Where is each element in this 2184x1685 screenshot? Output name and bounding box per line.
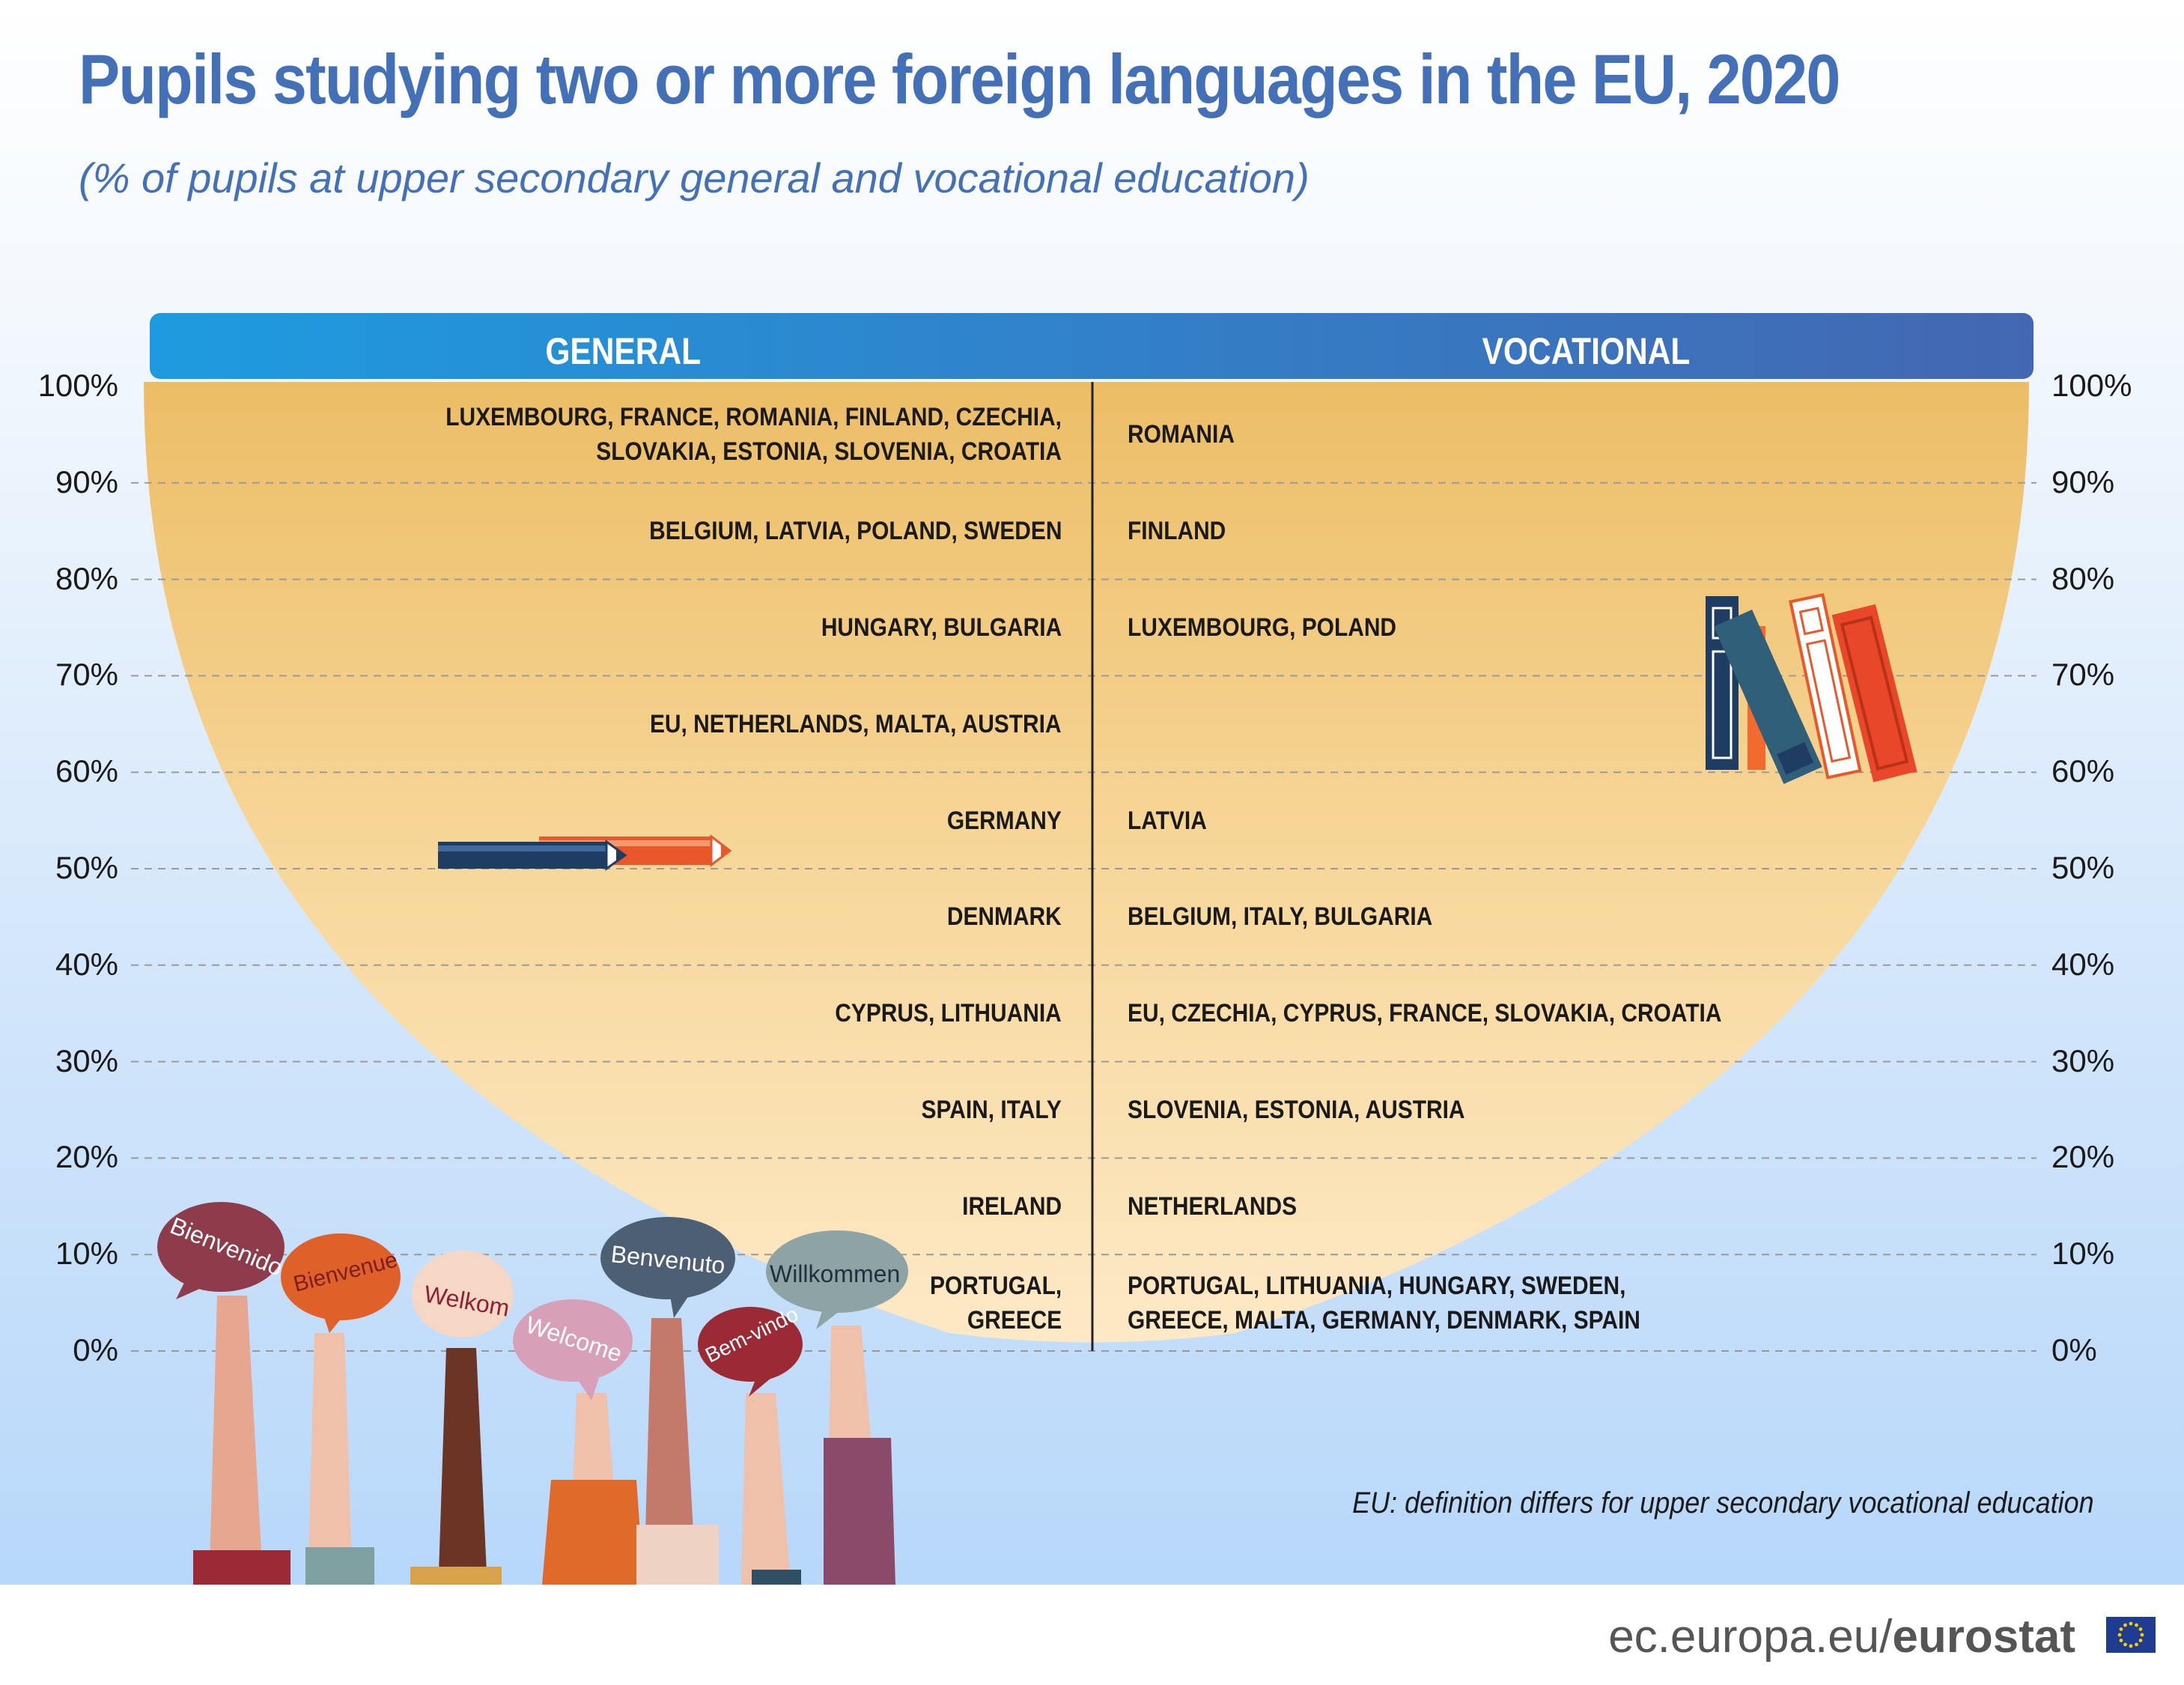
y-tick-label-right: 20% — [2051, 1139, 2115, 1175]
general-countries: IRELAND — [962, 1189, 1062, 1224]
y-tick-label-right: 70% — [2051, 657, 2115, 693]
general-countries-line: DENMARK — [947, 902, 1062, 932]
vocational-countries-line: BELGIUM, ITALY, BULGARIA — [1128, 902, 1433, 932]
general-countries: EU, NETHERLANDS, MALTA, AUSTRIA — [650, 707, 1062, 741]
vocational-countries-line: PORTUGAL, LITHUANIA, HUNGARY, SWEDEN, — [1128, 1271, 1626, 1300]
eurostat-logo-text: eurostat — [1892, 1611, 2075, 1663]
vocational-countries: NETHERLANDS — [1128, 1189, 1297, 1224]
general-countries: PORTUGAL, GREECE — [930, 1269, 1062, 1338]
y-tick-label-right: 10% — [2051, 1236, 2115, 1272]
vocational-countries-line: FINLAND — [1128, 517, 1226, 546]
general-countries: BELGIUM, LATVIA, POLAND, SWEDEN — [649, 514, 1062, 548]
source-domain: ec.europa.eu/ — [1608, 1611, 1893, 1663]
chart-title: Pupils studying two or more foreign lang… — [79, 40, 1840, 118]
footnote: EU: definition differs for upper seconda… — [1352, 1487, 2094, 1519]
y-tick-label-right: 100% — [2051, 368, 2132, 403]
chart-subtitle: (% of pupils at upper secondary general … — [79, 154, 1310, 201]
column-header-bar — [150, 313, 2034, 379]
vocational-countries-line: LATVIA — [1128, 806, 1207, 835]
general-countries-line: IRELAND — [962, 1191, 1062, 1221]
vocational-countries: LUXEMBOURG, POLAND — [1128, 610, 1396, 645]
vocational-countries: ROMANIA — [1128, 417, 1235, 452]
general-countries-line: LUXEMBOURG, FRANCE, ROMANIA, FINLAND, CZ… — [445, 403, 1062, 432]
y-tick-label-left: 40% — [55, 946, 118, 982]
y-tick-label-right: 60% — [2051, 753, 2115, 789]
general-countries-line: SPAIN, ITALY — [921, 1096, 1062, 1124]
general-countries-line: BELGIUM, LATVIA, POLAND, SWEDEN — [648, 517, 1062, 546]
general-countries-line: CYPRUS, LITHUANIA — [835, 999, 1062, 1028]
vocational-countries: BELGIUM, ITALY, BULGARIA — [1128, 899, 1432, 934]
general-countries: SPAIN, ITALY — [922, 1093, 1062, 1127]
general-countries-line: EU, NETHERLANDS, MALTA, AUSTRIA — [650, 709, 1062, 738]
general-countries: HUNGARY, BULGARIA — [821, 610, 1062, 645]
vocational-countries-line: GREECE, MALTA, GERMANY, DENMARK, SPAIN — [1128, 1305, 1640, 1335]
general-countries-line: HUNGARY, BULGARIA — [821, 613, 1062, 642]
bowl-shape — [144, 382, 2029, 1343]
y-tick-label-right: 0% — [2051, 1332, 2097, 1367]
y-tick-label-right: 80% — [2051, 560, 2115, 596]
y-tick-label-right: 30% — [2051, 1042, 2115, 1078]
column-header-vocational: VOCATIONAL — [1482, 330, 1691, 372]
column-header-general: GENERAL — [545, 330, 702, 372]
general-countries-line: SLOVAKIA, ESTONIA, SLOVENIA, CROATIA — [596, 437, 1062, 467]
general-countries-line: PORTUGAL, — [929, 1271, 1062, 1300]
vocational-countries-line: EU, CZECHIA, CYPRUS, FRANCE, SLOVAKIA, C… — [1128, 999, 1722, 1028]
y-tick-label-left: 100% — [37, 368, 118, 403]
y-tick-label-left: 20% — [55, 1139, 118, 1175]
y-tick-label-left: 50% — [55, 850, 118, 885]
y-tick-label-left: 70% — [55, 657, 118, 693]
general-countries: GERMANY — [947, 804, 1062, 838]
footer-bar — [0, 1585, 2184, 1685]
vocational-countries: LATVIA — [1128, 804, 1207, 838]
vocational-countries: PORTUGAL, LITHUANIA, HUNGARY, SWEDEN, GRE… — [1128, 1269, 1640, 1338]
general-countries-line: GERMANY — [947, 806, 1062, 835]
y-tick-label-left: 10% — [55, 1236, 118, 1272]
y-tick-label-left: 30% — [55, 1042, 118, 1078]
vocational-countries: EU, CZECHIA, CYPRUS, FRANCE, SLOVAKIA, C… — [1128, 996, 1721, 1030]
vocational-countries: FINLAND — [1128, 514, 1226, 548]
general-countries: LUXEMBOURG, FRANCE, ROMANIA, FINLAND, CZ… — [445, 400, 1062, 469]
y-tick-label-right: 90% — [2051, 464, 2115, 500]
y-tick-label-left: 60% — [55, 753, 118, 789]
y-tick-label-left: 90% — [55, 464, 118, 500]
eu-flag-icon — [2106, 1617, 2156, 1653]
y-tick-label-left: 80% — [55, 560, 118, 596]
source-url[interactable]: ec.europa.eu/eurostat — [1608, 1610, 2075, 1663]
vocational-countries-line: ROMANIA — [1128, 420, 1235, 449]
vocational-countries: SLOVENIA, ESTONIA, AUSTRIA — [1128, 1093, 1465, 1127]
vocational-countries-line: LUXEMBOURG, POLAND — [1128, 613, 1397, 642]
general-countries: CYPRUS, LITHUANIA — [835, 996, 1062, 1030]
vocational-countries-line: SLOVENIA, ESTONIA, AUSTRIA — [1128, 1096, 1465, 1124]
general-countries-line: GREECE — [967, 1305, 1062, 1335]
vocational-countries-line: NETHERLANDS — [1128, 1191, 1298, 1221]
y-tick-label-left: 0% — [73, 1332, 118, 1367]
general-countries: DENMARK — [947, 899, 1062, 934]
y-tick-label-right: 50% — [2051, 850, 2115, 885]
y-tick-label-right: 40% — [2051, 946, 2115, 982]
